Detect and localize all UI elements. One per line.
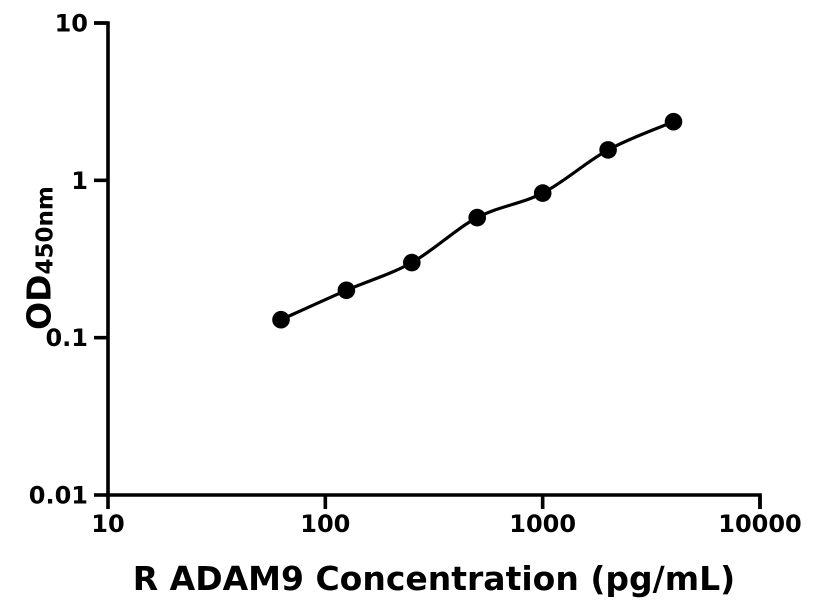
data-point xyxy=(468,208,487,227)
y-axis-title-main: OD xyxy=(19,274,59,330)
y-axis-title: OD450nm xyxy=(19,186,59,330)
y-axis-tick-label: 0.1 xyxy=(45,324,88,352)
axis-frame xyxy=(94,21,762,509)
x-axis-tick-label: 1000 xyxy=(509,510,576,538)
x-axis-tick-label: 10000 xyxy=(718,510,802,538)
data-point xyxy=(664,112,683,131)
data-point xyxy=(272,310,290,329)
x-axis-title: R ADAM9 Concentration (pg/mL) xyxy=(132,559,736,598)
x-axis-tick-label: 100 xyxy=(300,510,350,538)
data-point xyxy=(337,281,356,300)
x-axis-tick-label: 10 xyxy=(91,510,124,538)
data-point xyxy=(403,253,421,272)
data-point xyxy=(533,184,552,202)
y-axis-tick-label: 1 xyxy=(71,167,88,195)
y-axis-title-subscript: 450nm xyxy=(32,186,59,275)
y-axis-tick-label: 0.01 xyxy=(29,482,88,510)
data-point xyxy=(599,141,617,159)
y-axis-tick-label: 10 xyxy=(55,10,88,38)
